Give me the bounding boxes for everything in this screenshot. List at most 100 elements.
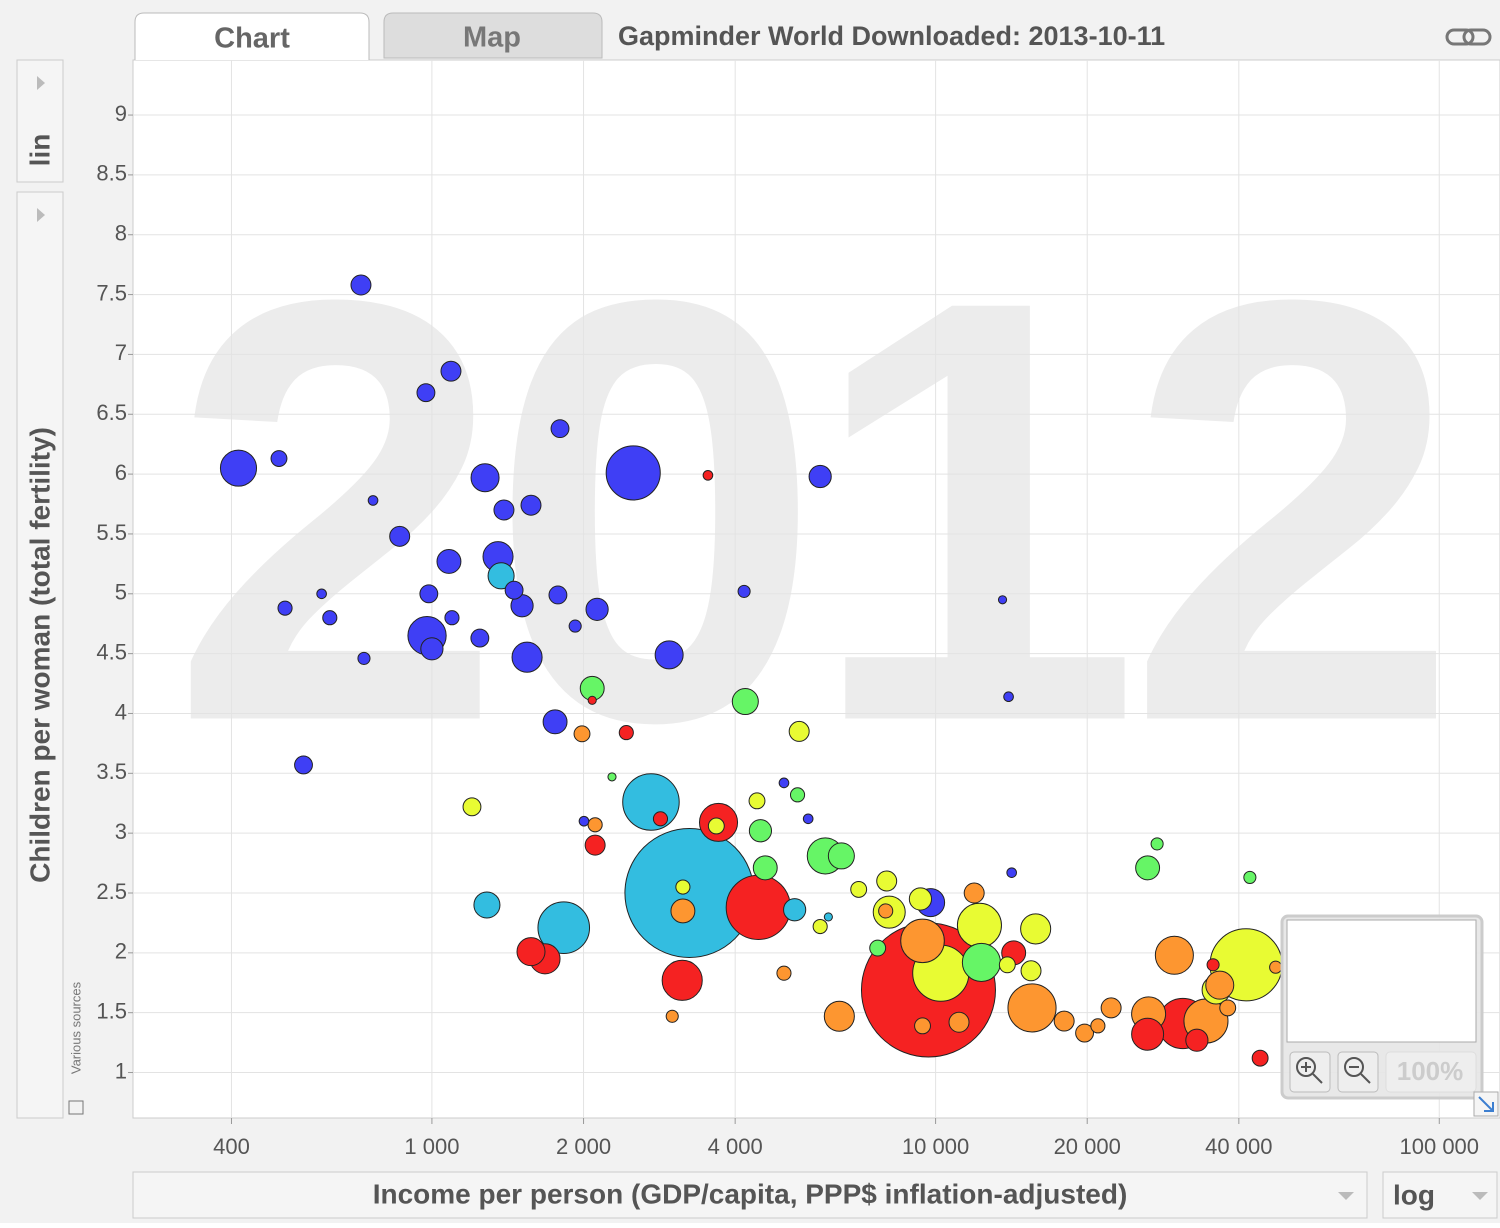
y-axis-label[interactable]: Children per woman (total fertility)	[24, 427, 55, 883]
bubble[interactable]	[731, 687, 759, 716]
bubble[interactable]	[367, 495, 379, 506]
bubble[interactable]	[420, 637, 444, 661]
bubble[interactable]	[578, 815, 590, 827]
bubble[interactable]	[1007, 983, 1057, 1033]
bubble[interactable]	[493, 499, 515, 521]
bubble[interactable]	[654, 640, 684, 670]
bubble[interactable]	[876, 870, 898, 892]
bubble[interactable]	[1003, 691, 1014, 703]
bubble[interactable]	[1100, 997, 1122, 1019]
x-scale-arrow[interactable]	[1472, 1192, 1488, 1200]
bubble[interactable]	[487, 562, 515, 590]
bubble[interactable]	[605, 445, 661, 501]
bubble[interactable]	[823, 1000, 855, 1032]
bubble[interactable]	[998, 956, 1016, 974]
link-icon[interactable]	[1445, 28, 1492, 46]
x-axis-label[interactable]: Income per person (GDP/capita, PPP$ infl…	[373, 1178, 1128, 1209]
bubble[interactable]	[737, 584, 751, 598]
bubble[interactable]	[789, 787, 806, 803]
bubble[interactable]	[470, 628, 490, 648]
bubble[interactable]	[548, 585, 568, 605]
bubble[interactable]	[748, 792, 766, 810]
bubble[interactable]	[808, 464, 832, 489]
resize-icon[interactable]	[1478, 1096, 1494, 1112]
y-indicator-button[interactable]	[16, 191, 64, 1119]
bubble[interactable]	[277, 600, 293, 616]
bubble[interactable]	[652, 811, 669, 827]
bubble[interactable]	[1090, 1018, 1106, 1034]
bubble[interactable]	[270, 450, 288, 467]
bubble[interactable]	[675, 879, 691, 895]
bubble[interactable]	[419, 584, 439, 604]
bubble[interactable]	[511, 641, 543, 673]
bubble[interactable]	[752, 855, 778, 881]
source-note[interactable]: Various sources	[68, 981, 83, 1074]
bubble[interactable]	[1243, 870, 1257, 884]
bubble[interactable]	[661, 959, 703, 1001]
bubble[interactable]	[1075, 1023, 1095, 1043]
bubble[interactable]	[389, 525, 411, 547]
bubble[interactable]	[622, 773, 680, 831]
bubble[interactable]	[1020, 913, 1052, 945]
bubble[interactable]	[416, 383, 436, 403]
bubble[interactable]	[1269, 960, 1283, 974]
bubble[interactable]	[470, 463, 500, 493]
bubble[interactable]	[869, 939, 887, 957]
bubble[interactable]	[322, 610, 338, 626]
x-indicator-button[interactable]	[132, 1171, 1368, 1219]
bubble[interactable]	[350, 274, 372, 296]
zoom-out-icon[interactable]	[1344, 1057, 1364, 1077]
bubble[interactable]	[948, 1011, 970, 1033]
y-scale-label[interactable]: lin	[24, 134, 55, 167]
bubble[interactable]	[850, 880, 868, 898]
bubble[interactable]	[725, 874, 791, 940]
x-scale-label[interactable]: log	[1393, 1179, 1435, 1210]
bubble[interactable]	[316, 588, 327, 600]
bubble[interactable]	[1020, 960, 1042, 982]
zoom-reset-button[interactable]	[1385, 1051, 1477, 1093]
bubble[interactable]	[473, 891, 501, 919]
chart-tab-label[interactable]: Chart	[214, 23, 290, 55]
zoom-label[interactable]: 100%	[1397, 1056, 1464, 1086]
bubble[interactable]	[587, 695, 597, 705]
bubble[interactable]	[823, 912, 833, 922]
bubble[interactable]	[436, 549, 462, 574]
bubble[interactable]	[1006, 867, 1018, 878]
bubble[interactable]	[587, 817, 603, 833]
bubble[interactable]	[778, 777, 790, 789]
bubble[interactable]	[1154, 935, 1194, 975]
y-indicator-arrow[interactable]	[37, 208, 45, 222]
bubble[interactable]	[665, 1009, 679, 1023]
bubble[interactable]	[827, 842, 855, 870]
bubble[interactable]	[219, 449, 258, 487]
bubble[interactable]	[908, 887, 933, 911]
y-scale-arrow[interactable]	[37, 76, 45, 90]
zoom-out-glyph[interactable]	[1349, 1066, 1371, 1084]
bubble[interactable]	[702, 469, 714, 481]
bubble[interactable]	[550, 419, 570, 439]
zoom-in-glyph[interactable]	[1301, 1062, 1323, 1084]
bubble[interactable]	[537, 901, 591, 954]
bubble[interactable]	[607, 772, 617, 782]
x-indicator-arrow[interactable]	[1338, 1192, 1354, 1200]
bubble[interactable]	[1131, 1017, 1165, 1051]
bubble[interactable]	[542, 709, 568, 735]
bubble[interactable]	[357, 651, 371, 665]
overview-window[interactable]	[1286, 919, 1477, 1043]
bubble[interactable]	[900, 918, 945, 964]
bubble[interactable]	[516, 937, 546, 967]
map-tab-label[interactable]: Map	[463, 22, 521, 54]
bubble[interactable]	[584, 834, 606, 856]
chart-tab[interactable]	[134, 12, 370, 60]
bubble[interactable]	[618, 725, 634, 741]
bubble[interactable]	[1185, 1028, 1209, 1052]
bubble[interactable]	[914, 1017, 931, 1035]
bubble[interactable]	[963, 882, 985, 904]
map-tab[interactable]	[383, 12, 603, 59]
bubble[interactable]	[1135, 855, 1161, 881]
bubble[interactable]	[783, 898, 807, 922]
bubble[interactable]	[440, 360, 462, 382]
bubble[interactable]	[504, 580, 524, 600]
bubble[interactable]	[1206, 958, 1220, 972]
zoom-in-icon[interactable]	[1296, 1057, 1316, 1077]
